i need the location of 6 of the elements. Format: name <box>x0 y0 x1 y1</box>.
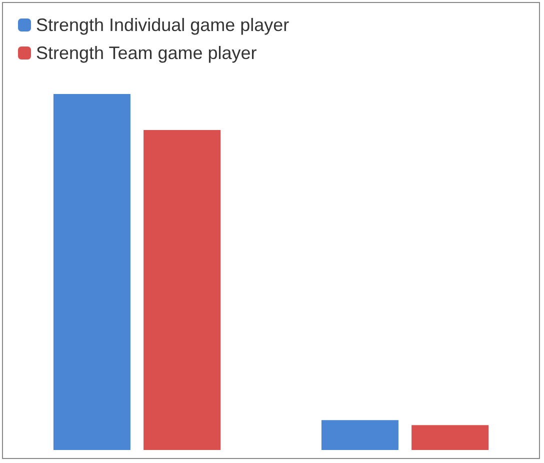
bar <box>321 420 398 450</box>
legend-label: Strength Team game player <box>36 43 257 63</box>
bar <box>144 130 221 450</box>
legend-label: Strength Individual game player <box>36 15 290 35</box>
bar <box>53 94 130 450</box>
bar <box>412 425 489 450</box>
